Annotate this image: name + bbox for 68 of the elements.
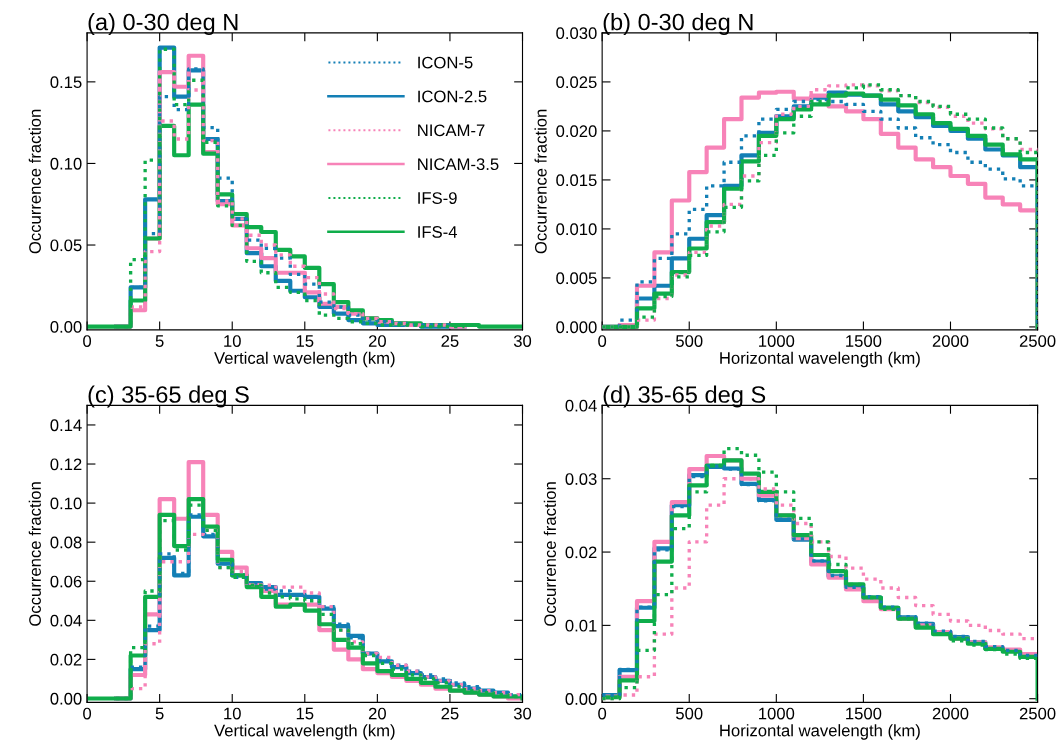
legend-label: ICON-2.5 xyxy=(418,90,487,103)
y-tick-label: 0.10 xyxy=(50,497,82,510)
y-axis-title: Occurrence fraction xyxy=(28,109,41,254)
x-tick-label: 10 xyxy=(224,335,241,347)
x-tick-label: 20 xyxy=(368,707,386,720)
y-tick-label: 0.020 xyxy=(556,125,597,138)
x-axis-title: Horizontal wavelength (km) xyxy=(720,724,920,740)
x-tick-label: 2500 xyxy=(1019,335,1056,347)
y-tick-label: 0.15 xyxy=(50,76,82,89)
y-tick-label: 0.10 xyxy=(50,157,82,170)
x-tick-label: 500 xyxy=(676,707,703,720)
x-tick-label: 15 xyxy=(296,707,314,720)
legend-label: NICAM-7 xyxy=(418,124,485,137)
y-axis-title: Occurrence fraction xyxy=(534,109,547,254)
y-tick-label: 0.00 xyxy=(50,321,82,333)
y-tick-label: 0.03 xyxy=(565,473,597,485)
chart-title: (d) 35-65 deg S xyxy=(603,385,766,408)
y-tick-label: 0.02 xyxy=(565,546,597,559)
x-tick-label: 1500 xyxy=(846,335,882,347)
legend-label: IFS-4 xyxy=(418,226,458,238)
x-tick-label: 10 xyxy=(224,707,241,720)
x-tick-label: 0 xyxy=(598,707,607,720)
x-tick-label: 20 xyxy=(368,335,386,347)
y-tick-label: 0.015 xyxy=(556,174,597,187)
x-tick-label: 0 xyxy=(83,335,92,347)
y-axis-title: Occurrence fraction xyxy=(28,482,41,626)
x-axis-title: Vertical wavelength (km) xyxy=(214,351,395,368)
y-tick-label: 0.05 xyxy=(50,239,82,252)
y-tick-label: 0.02 xyxy=(50,653,82,666)
y-tick-label: 0.025 xyxy=(556,76,597,89)
x-tick-label: 30 xyxy=(513,707,532,720)
y-tick-label: 0.00 xyxy=(50,692,82,705)
y-axis-title: Occurrence fraction xyxy=(543,482,557,626)
legend-label: ICON-5 xyxy=(418,56,473,69)
x-tick-label: 5 xyxy=(155,707,164,720)
y-tick-label: 0.04 xyxy=(565,399,597,412)
y-tick-label: 0.030 xyxy=(556,27,597,40)
x-tick-label: 25 xyxy=(441,335,459,347)
legend-label: NICAM-3.5 xyxy=(418,158,499,171)
x-tick-label: 2000 xyxy=(932,707,969,720)
chart-title: (b) 0-30 deg N xyxy=(603,13,753,36)
x-tick-label: 25 xyxy=(441,707,459,720)
y-tick-label: 0.00 xyxy=(565,693,597,705)
y-tick-label: 0.04 xyxy=(50,614,82,627)
x-tick-label: 2500 xyxy=(1019,707,1056,720)
y-tick-label: 0.005 xyxy=(556,272,597,285)
x-tick-label: 500 xyxy=(676,335,703,347)
y-tick-label: 0.12 xyxy=(50,458,82,471)
x-tick-label: 1500 xyxy=(846,707,882,720)
y-tick-label: 0.06 xyxy=(50,575,82,588)
x-tick-label: 15 xyxy=(296,335,314,347)
y-tick-label: 0.08 xyxy=(50,536,82,549)
chart-title: (a) 0-30 deg N xyxy=(88,13,238,36)
y-tick-label: 0.000 xyxy=(556,321,597,334)
x-tick-label: 1000 xyxy=(759,335,795,347)
chart-title: (c) 35-65 deg S xyxy=(88,385,249,408)
y-tick-label: 0.010 xyxy=(556,223,597,236)
x-tick-label: 30 xyxy=(513,335,532,347)
x-tick-label: 0 xyxy=(598,335,607,347)
x-tick-label: 0 xyxy=(83,707,92,720)
y-tick-label: 0.14 xyxy=(50,419,82,432)
x-tick-label: 1000 xyxy=(759,707,795,720)
x-axis-title: Vertical wavelength (km) xyxy=(214,724,395,740)
x-axis-title: Horizontal wavelength (km) xyxy=(720,351,920,368)
x-tick-label: 5 xyxy=(155,335,164,347)
legend-label: IFS-9 xyxy=(418,192,457,204)
x-tick-label: 2000 xyxy=(932,335,969,347)
y-tick-label: 0.01 xyxy=(565,619,597,632)
